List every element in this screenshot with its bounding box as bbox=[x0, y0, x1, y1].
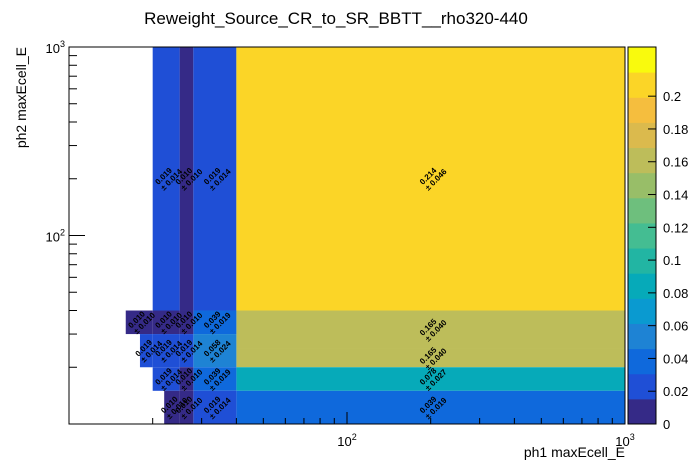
heatmap-cell bbox=[179, 334, 194, 368]
x-tick-label: 102 bbox=[337, 432, 356, 449]
colorbar-swatch bbox=[628, 197, 656, 224]
heatmap-cell bbox=[193, 367, 237, 391]
colorbar-tick-label: 0.1 bbox=[663, 253, 681, 268]
colorbar-frame bbox=[627, 46, 657, 425]
colorbar-swatch bbox=[628, 97, 656, 123]
heatmap-cell bbox=[125, 310, 153, 335]
heatmap-cell bbox=[152, 367, 180, 391]
colorbar-swatch bbox=[628, 373, 656, 400]
y-tick-label: 102 bbox=[46, 228, 65, 245]
colorbar-swatch bbox=[628, 147, 656, 174]
colorbar-tick-label: 0.06 bbox=[663, 319, 688, 334]
x-axis-label: ph1 maxEcell_E bbox=[524, 444, 625, 460]
colorbar-swatch bbox=[628, 122, 656, 149]
heatmap-cell bbox=[139, 334, 153, 368]
heatmap-cell bbox=[152, 47, 180, 311]
colorbar-swatch bbox=[628, 323, 656, 350]
colorbar-tick-label: 0.12 bbox=[663, 220, 688, 235]
colorbar-swatch bbox=[628, 222, 656, 249]
axes: 102 103 102 103 bbox=[46, 39, 635, 449]
heatmap-cell bbox=[179, 367, 194, 391]
colorbar-swatch bbox=[628, 273, 656, 299]
heatmap-cell bbox=[179, 310, 194, 335]
colorbar-swatch bbox=[628, 298, 656, 324]
colorbar-tick-label: 0.16 bbox=[663, 155, 688, 170]
colorbar-tick-label: 0.08 bbox=[663, 286, 688, 301]
heatmap-cell bbox=[152, 310, 180, 335]
heatmap-cell bbox=[193, 310, 237, 335]
colorbar-tick-label: 0 bbox=[663, 417, 670, 432]
colorbar-tick-label: 0.18 bbox=[663, 122, 688, 137]
colorbar-swatch bbox=[628, 47, 656, 73]
color-scale-bar: 0 0.02 0.04 0.06 0.08 0.1 0.12 0.14 0.16 0.18 0.2 bbox=[627, 46, 688, 432]
colorbar-swatch bbox=[628, 398, 656, 425]
colorbar-tick-label: 0.04 bbox=[663, 351, 688, 366]
heatmap-cell bbox=[236, 47, 625, 311]
y-tick-label: 103 bbox=[46, 39, 65, 56]
heatmap-cell bbox=[193, 47, 237, 311]
heatmap-cell bbox=[236, 310, 625, 349]
heatmap-cell bbox=[179, 390, 194, 424]
colorbar-tick-label: 0.14 bbox=[663, 188, 688, 203]
colorbar-swatch bbox=[628, 248, 656, 274]
y-axis-label: ph2 maxEcell_E bbox=[13, 47, 29, 148]
heatmap-cell bbox=[236, 348, 625, 368]
heatmap-cell bbox=[236, 367, 625, 391]
heatmap-cell bbox=[179, 47, 194, 311]
heatmap-cell bbox=[193, 334, 237, 368]
colorbar-swatch bbox=[628, 348, 656, 375]
heatmap-cell bbox=[152, 334, 180, 368]
heatmap-cell bbox=[193, 390, 237, 424]
heatmap-cell bbox=[164, 390, 180, 424]
colorbar-tick-label: 0.2 bbox=[663, 89, 681, 104]
colorbar-tick-label: 0.02 bbox=[663, 384, 688, 399]
chart-title: Reweight_Source_CR_to_SR_BBTT__rho320-44… bbox=[144, 9, 528, 28]
x-tick-label: 103 bbox=[615, 432, 634, 449]
heatmap-cells bbox=[125, 47, 625, 424]
colorbar-swatch bbox=[628, 72, 656, 98]
